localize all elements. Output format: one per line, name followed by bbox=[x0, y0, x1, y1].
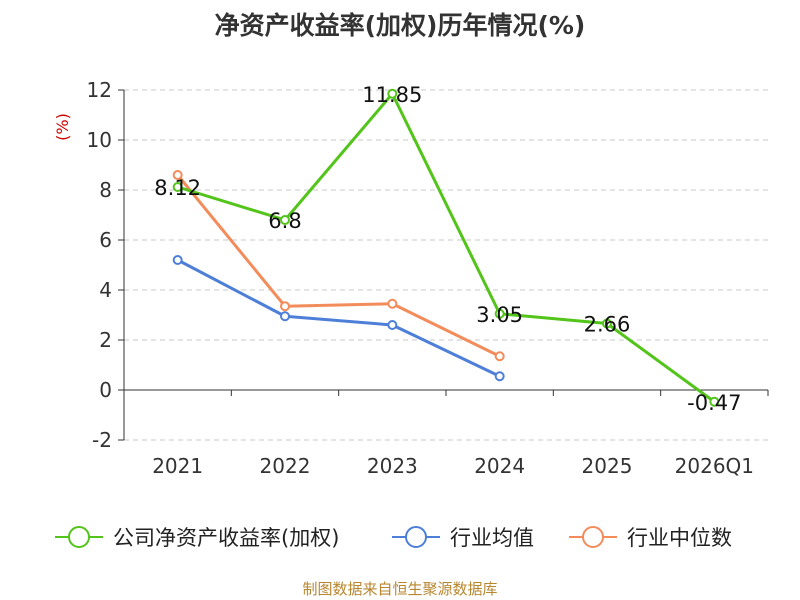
data-labels: 8.12 6.8 11.85 3.05 2.66 -0.47 bbox=[154, 83, 741, 415]
axes: -2 0 2 4 6 8 10 12 2021 2022 2023 2024 2025 2026Q1 (%) bbox=[53, 78, 769, 478]
y-tick-label: 0 bbox=[99, 378, 112, 402]
data-point-0 bbox=[709, 396, 720, 407]
y-tick-label: 6 bbox=[99, 228, 112, 252]
y-tick-label: 2 bbox=[99, 328, 112, 352]
x-tick-label: 2024 bbox=[474, 454, 525, 478]
grid-lines bbox=[124, 89, 768, 441]
y-tick-label: 8 bbox=[99, 178, 112, 202]
data-point-2 bbox=[172, 170, 183, 180]
data-point-2 bbox=[387, 298, 398, 309]
data-point-0 bbox=[602, 318, 612, 329]
series-line-0 bbox=[177, 92, 716, 403]
data-point-1 bbox=[280, 311, 290, 322]
y-tick-label: 4 bbox=[99, 278, 112, 302]
legend-marker bbox=[405, 526, 427, 548]
y-tick-label: 10 bbox=[87, 128, 112, 152]
data-label: -0.47 bbox=[687, 391, 741, 415]
data-point-1 bbox=[172, 255, 183, 265]
data-label: 11.85 bbox=[362, 83, 422, 107]
x-tick-label: 2021 bbox=[152, 454, 203, 478]
y-tick-label: 12 bbox=[87, 78, 112, 102]
x-tick-label: 2025 bbox=[582, 454, 633, 478]
data-point-0 bbox=[494, 308, 505, 319]
legend: 公司净资产收益率(加权) 行业均值 行业中位数 bbox=[55, 526, 732, 550]
data-point-0 bbox=[387, 88, 398, 99]
data-point-1 bbox=[387, 320, 398, 330]
series-line-2 bbox=[176, 174, 501, 358]
data-label: 8.12 bbox=[154, 176, 201, 200]
data-label: 3.05 bbox=[476, 303, 523, 327]
data-label: 6.8 bbox=[268, 209, 301, 233]
legend-marker bbox=[582, 526, 604, 548]
data-point-2 bbox=[280, 301, 290, 312]
legend-label: 行业均值 bbox=[450, 526, 534, 550]
legend-label: 公司净资产收益率(加权) bbox=[113, 526, 339, 550]
x-tick-label: 2022 bbox=[260, 454, 311, 478]
data-point-2 bbox=[494, 351, 505, 362]
data-label: 2.66 bbox=[584, 313, 631, 337]
source-note: 制图数据来自恒生聚源数据库 bbox=[302, 580, 498, 598]
series-line-1 bbox=[176, 258, 501, 378]
data-point-1 bbox=[494, 371, 505, 382]
legend-item-0[interactable]: 公司净资产收益率(加权) bbox=[55, 526, 339, 550]
chart-title: 净资产收益率(加权)历年情况(%) bbox=[214, 11, 586, 40]
data-point-0 bbox=[172, 182, 183, 192]
y-axis-unit-label: (%) bbox=[53, 113, 72, 141]
series-lines bbox=[172, 88, 720, 407]
legend-marker bbox=[68, 526, 90, 548]
legend-label: 行业中位数 bbox=[627, 526, 732, 550]
y-tick-label: -2 bbox=[92, 428, 112, 452]
data-point-0 bbox=[280, 215, 290, 225]
x-tick-label: 2026Q1 bbox=[675, 454, 754, 478]
legend-item-2[interactable]: 行业中位数 bbox=[569, 526, 732, 550]
legend-item-1[interactable]: 行业均值 bbox=[392, 526, 534, 550]
x-tick-label: 2023 bbox=[367, 454, 418, 478]
